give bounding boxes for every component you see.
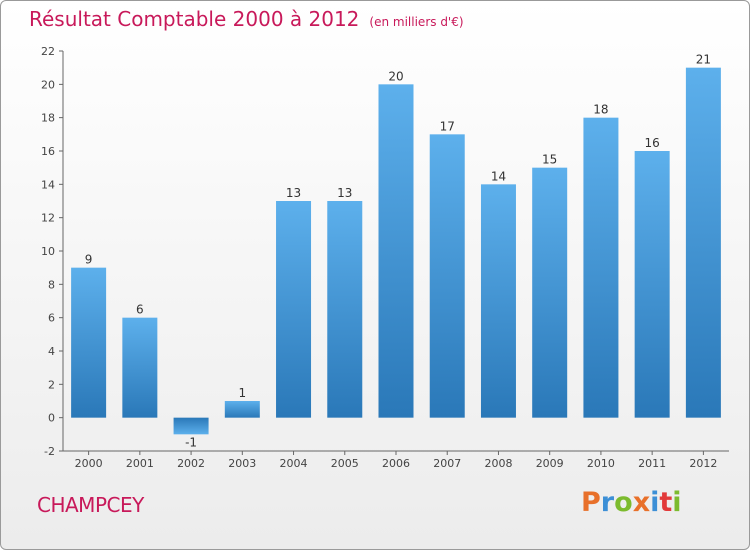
x-tick-label: 2011 — [638, 457, 666, 470]
logo-letter: i — [650, 487, 660, 518]
x-tick-label: 2002 — [177, 457, 205, 470]
x-tick-label: 2001 — [126, 457, 154, 470]
y-tick-label: 20 — [41, 78, 55, 91]
logo-letter: o — [614, 487, 633, 518]
bar-2012 — [685, 67, 721, 418]
y-tick-label: 14 — [41, 178, 55, 191]
y-tick-label: 16 — [41, 145, 55, 158]
bar-2005 — [327, 201, 363, 418]
data-label: 17 — [440, 119, 455, 133]
x-tick-label: 2007 — [433, 457, 461, 470]
x-tick-label: 2006 — [382, 457, 410, 470]
x-tick-label: 2010 — [587, 457, 615, 470]
y-tick-label: 18 — [41, 112, 55, 125]
data-label: 21 — [696, 53, 711, 67]
data-label: 9 — [85, 253, 93, 267]
y-tick-label: 6 — [48, 312, 55, 325]
data-label: -1 — [185, 435, 197, 449]
logo-letter: r — [600, 487, 615, 518]
logo-letter: P — [581, 487, 601, 518]
y-tick-label: 2 — [48, 378, 55, 391]
data-label: 6 — [136, 303, 144, 317]
data-label: 14 — [491, 169, 506, 183]
y-tick-label: 0 — [48, 412, 55, 425]
x-tick-label: 2009 — [536, 457, 564, 470]
x-tick-label: 2004 — [280, 457, 308, 470]
title-text: Résultat Comptable 2000 à 2012 — [29, 7, 360, 31]
data-label: 13 — [286, 186, 301, 200]
logo-letter: x — [632, 487, 651, 518]
y-tick-label: 12 — [41, 212, 55, 225]
x-tick-label: 2008 — [484, 457, 512, 470]
bar-2003 — [224, 401, 260, 418]
chart-title: Résultat Comptable 2000 à 2012 (en millie… — [29, 7, 464, 31]
data-label: 18 — [593, 103, 608, 117]
x-tick-label: 2012 — [689, 457, 717, 470]
proxiti-logo: Proxiti — [581, 487, 682, 518]
bar-2002 — [173, 417, 209, 435]
bar-2004 — [276, 201, 312, 418]
bar-2008 — [480, 184, 516, 418]
data-label: 16 — [645, 136, 660, 150]
x-tick-label: 2003 — [228, 457, 256, 470]
x-tick-label: 2000 — [75, 457, 103, 470]
bar-2011 — [634, 151, 670, 418]
data-labels: 9 6 -1 1 13 13 20 17 14 15 18 16 21 — [85, 53, 711, 450]
data-label: 13 — [337, 186, 352, 200]
y-tick-label: -2 — [44, 445, 55, 458]
chart-subtitle: (en milliers d'€) — [369, 15, 464, 29]
data-label: 20 — [388, 69, 403, 83]
bars — [71, 67, 721, 435]
x-tick-label: 2005 — [331, 457, 359, 470]
data-label: 15 — [542, 153, 557, 167]
y-tick-label: 10 — [41, 245, 55, 258]
bar-2009 — [532, 167, 568, 418]
commune-name: CHAMPCEY — [37, 493, 144, 517]
y-tick-label: 8 — [48, 278, 55, 291]
y-tick-label: 22 — [41, 45, 55, 58]
bar-2007 — [429, 134, 465, 418]
logo-letter: t — [659, 487, 673, 518]
data-label: 1 — [238, 386, 246, 400]
bar-2000 — [71, 267, 107, 418]
bar-2001 — [122, 317, 158, 418]
bar-2010 — [583, 117, 619, 418]
y-tick-label: 4 — [48, 345, 55, 358]
logo-letter: i — [672, 487, 682, 518]
bar-2006 — [378, 84, 414, 418]
